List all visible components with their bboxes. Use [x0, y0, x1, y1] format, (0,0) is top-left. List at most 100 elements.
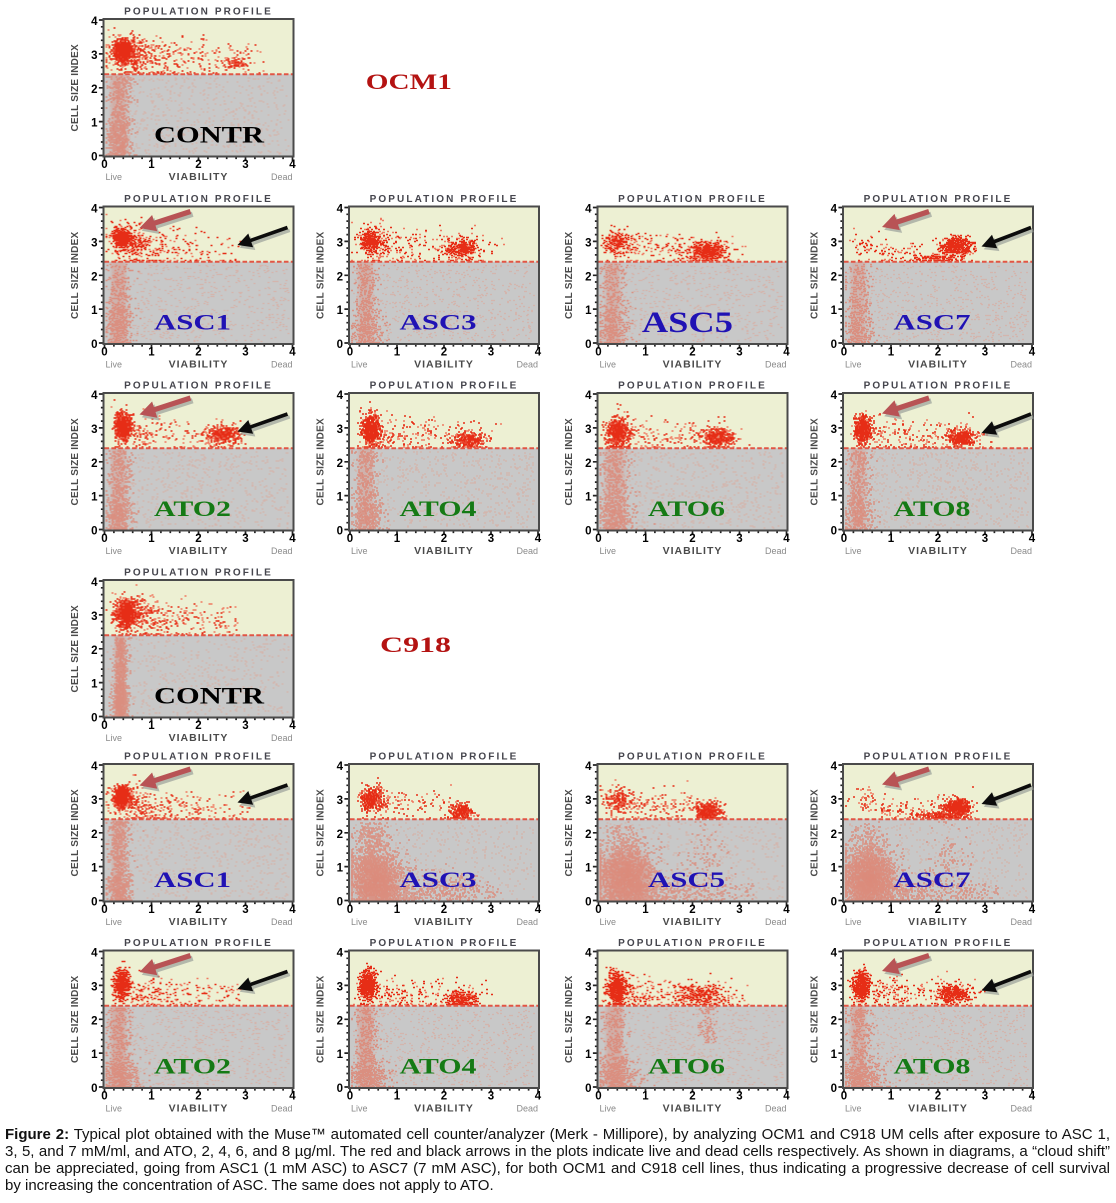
svg-text:3: 3 — [91, 611, 97, 623]
svg-text:3: 3 — [91, 981, 97, 993]
svg-text:CELL SIZE INDEX: CELL SIZE INDEX — [316, 976, 327, 1063]
svg-text:3: 3 — [91, 237, 97, 249]
svg-text:3: 3 — [91, 424, 97, 436]
svg-text:POPULATION PROFILE: POPULATION PROFILE — [124, 194, 273, 205]
svg-text:3: 3 — [242, 1091, 248, 1103]
svg-text:2: 2 — [441, 1091, 447, 1103]
svg-text:0: 0 — [337, 339, 343, 351]
svg-text:CELL SIZE INDEX: CELL SIZE INDEX — [564, 418, 575, 505]
svg-text:POPULATION PROFILE: POPULATION PROFILE — [864, 752, 1013, 763]
svg-text:Dead: Dead — [765, 917, 787, 927]
svg-text:1: 1 — [91, 492, 98, 504]
svg-text:2: 2 — [441, 347, 447, 359]
svg-text:4: 4 — [783, 1091, 790, 1103]
svg-text:1: 1 — [91, 1049, 98, 1061]
svg-text:4: 4 — [337, 761, 344, 773]
svg-text:4: 4 — [585, 761, 592, 773]
svg-text:POPULATION PROFILE: POPULATION PROFILE — [618, 752, 767, 763]
svg-text:0: 0 — [101, 533, 107, 545]
svg-text:VIABILITY: VIABILITY — [414, 545, 474, 557]
svg-text:1: 1 — [888, 533, 895, 545]
svg-text:Live: Live — [600, 917, 617, 927]
svg-text:POPULATION PROFILE: POPULATION PROFILE — [124, 938, 273, 949]
svg-text:0: 0 — [841, 533, 847, 545]
svg-text:4: 4 — [91, 577, 98, 589]
svg-text:CELL SIZE INDEX: CELL SIZE INDEX — [810, 232, 821, 319]
svg-text:3: 3 — [831, 237, 837, 249]
svg-text:2: 2 — [195, 159, 201, 171]
svg-text:1: 1 — [394, 533, 401, 545]
svg-text:VIABILITY: VIABILITY — [169, 545, 229, 557]
svg-text:Live: Live — [351, 1104, 368, 1114]
svg-text:1: 1 — [148, 720, 155, 732]
svg-text:4: 4 — [585, 948, 592, 960]
svg-text:1: 1 — [91, 118, 98, 130]
svg-text:4: 4 — [831, 390, 838, 402]
svg-text:0: 0 — [347, 904, 353, 916]
svg-text:1: 1 — [831, 863, 838, 875]
svg-text:1: 1 — [148, 347, 155, 359]
svg-text:CELL SIZE INDEX: CELL SIZE INDEX — [70, 605, 81, 692]
svg-text:2: 2 — [831, 458, 837, 470]
svg-text:3: 3 — [488, 904, 494, 916]
svg-text:3: 3 — [242, 159, 248, 171]
svg-text:3: 3 — [337, 424, 343, 436]
svg-text:3: 3 — [831, 795, 837, 807]
svg-text:0: 0 — [841, 347, 847, 359]
svg-text:1: 1 — [91, 863, 98, 875]
svg-text:0: 0 — [337, 897, 343, 909]
svg-text:0: 0 — [585, 339, 591, 351]
svg-text:2: 2 — [831, 271, 837, 283]
svg-text:0: 0 — [831, 897, 837, 909]
svg-text:CONTR: CONTR — [154, 683, 265, 708]
svg-text:1: 1 — [148, 533, 155, 545]
svg-text:VIABILITY: VIABILITY — [169, 171, 229, 183]
svg-text:ATO2: ATO2 — [154, 1053, 231, 1078]
svg-text:3: 3 — [831, 424, 837, 436]
svg-text:POPULATION PROFILE: POPULATION PROFILE — [124, 752, 273, 763]
svg-text:Dead: Dead — [765, 360, 787, 370]
svg-text:2: 2 — [91, 84, 97, 96]
svg-text:0: 0 — [101, 159, 107, 171]
svg-text:3: 3 — [585, 237, 591, 249]
svg-text:3: 3 — [91, 50, 97, 62]
svg-text:ASC7: ASC7 — [894, 867, 971, 892]
svg-text:4: 4 — [289, 720, 296, 732]
svg-text:Dead: Dead — [765, 1104, 787, 1114]
svg-text:3: 3 — [488, 533, 494, 545]
svg-text:3: 3 — [736, 347, 742, 359]
svg-text:0: 0 — [831, 526, 837, 538]
svg-text:4: 4 — [289, 533, 296, 545]
svg-text:POPULATION PROFILE: POPULATION PROFILE — [370, 752, 519, 763]
svg-text:Dead: Dead — [516, 1104, 538, 1114]
svg-text:1: 1 — [394, 904, 401, 916]
svg-text:2: 2 — [935, 904, 941, 916]
svg-text:1: 1 — [888, 1091, 895, 1103]
svg-text:1: 1 — [585, 1049, 592, 1061]
svg-text:4: 4 — [1029, 904, 1036, 916]
svg-text:1: 1 — [642, 904, 649, 916]
svg-text:Live: Live — [845, 1104, 862, 1114]
svg-text:VIABILITY: VIABILITY — [663, 1103, 723, 1115]
svg-text:4: 4 — [1029, 533, 1036, 545]
svg-text:ASC1: ASC1 — [154, 867, 231, 892]
svg-text:4: 4 — [289, 347, 296, 359]
svg-text:VIABILITY: VIABILITY — [169, 1103, 229, 1115]
svg-text:1: 1 — [642, 1091, 649, 1103]
svg-text:1: 1 — [585, 305, 592, 317]
svg-text:3: 3 — [337, 981, 343, 993]
svg-text:0: 0 — [91, 1083, 97, 1095]
svg-text:1: 1 — [91, 679, 98, 691]
svg-text:Dead: Dead — [516, 546, 538, 556]
svg-text:CELL SIZE INDEX: CELL SIZE INDEX — [564, 789, 575, 876]
svg-text:POPULATION PROFILE: POPULATION PROFILE — [124, 568, 273, 579]
svg-text:POPULATION PROFILE: POPULATION PROFILE — [618, 938, 767, 949]
svg-text:4: 4 — [91, 761, 98, 773]
svg-text:2: 2 — [585, 271, 591, 283]
svg-text:OCM1: OCM1 — [366, 69, 452, 94]
svg-text:CELL SIZE INDEX: CELL SIZE INDEX — [810, 789, 821, 876]
svg-text:CELL SIZE INDEX: CELL SIZE INDEX — [70, 418, 81, 505]
svg-text:4: 4 — [535, 533, 542, 545]
svg-text:Dead: Dead — [765, 546, 787, 556]
svg-text:Live: Live — [351, 546, 368, 556]
